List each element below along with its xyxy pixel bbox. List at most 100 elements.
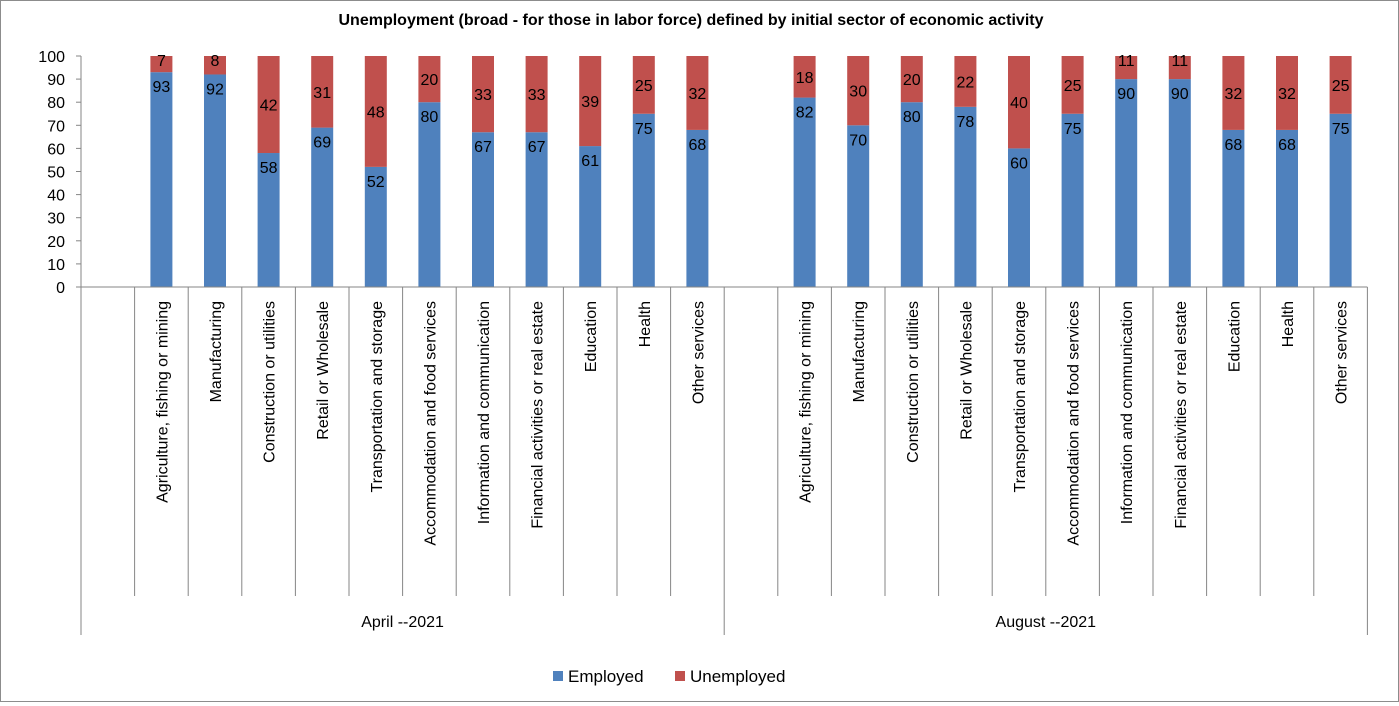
bar-employed bbox=[793, 97, 816, 287]
data-label: 67 bbox=[474, 139, 492, 156]
bar-unemployed bbox=[632, 56, 655, 114]
category-label: Retail or Wholesale bbox=[315, 301, 332, 440]
bar-employed bbox=[1329, 113, 1352, 287]
data-label: 60 bbox=[1010, 155, 1028, 172]
bar-unemployed bbox=[1008, 56, 1030, 149]
bar-unemployed bbox=[1329, 56, 1352, 114]
bar-employed bbox=[1061, 113, 1084, 287]
bar-unemployed bbox=[1115, 56, 1138, 80]
data-label: 30 bbox=[849, 84, 867, 101]
category-label: Agriculture, fishing or mining bbox=[154, 301, 171, 503]
bar-unemployed bbox=[847, 56, 870, 126]
bar-employed bbox=[150, 72, 173, 287]
bar-unemployed bbox=[686, 56, 709, 130]
bar-employed bbox=[1008, 148, 1030, 287]
category-label: Other services bbox=[1334, 301, 1351, 404]
data-label: 7 bbox=[157, 53, 166, 70]
category-label: Financial activities or real estate bbox=[530, 301, 547, 529]
data-label: 40 bbox=[1010, 95, 1028, 112]
bar-employed bbox=[472, 132, 494, 287]
category-label: Construction or utilities bbox=[905, 301, 922, 463]
bar-employed bbox=[364, 166, 387, 287]
bar-unemployed bbox=[793, 56, 816, 98]
bar-unemployed bbox=[204, 56, 226, 75]
data-label: 68 bbox=[1278, 137, 1296, 154]
bar-unemployed bbox=[257, 56, 280, 154]
data-label: 25 bbox=[635, 78, 653, 95]
chart-title: Unemployment (broad - for those in labor… bbox=[339, 12, 1044, 29]
bar-employed bbox=[1168, 79, 1191, 287]
data-label: 78 bbox=[957, 114, 975, 131]
data-label: 93 bbox=[153, 79, 171, 96]
bar-employed bbox=[1276, 129, 1298, 287]
data-label: 32 bbox=[1225, 86, 1243, 103]
y-tick-label: 50 bbox=[47, 165, 65, 182]
data-label: 20 bbox=[903, 72, 921, 89]
legend-swatch-unemployed bbox=[675, 671, 685, 681]
bar-employed bbox=[525, 132, 548, 287]
data-label: 33 bbox=[528, 87, 546, 104]
bar-employed bbox=[311, 127, 334, 287]
bar-employed bbox=[1115, 79, 1138, 287]
data-label: 75 bbox=[635, 121, 653, 138]
data-label: 61 bbox=[581, 153, 599, 170]
category-label: Accommodation and food services bbox=[1066, 301, 1083, 546]
data-label: 75 bbox=[1064, 121, 1082, 138]
bar-employed bbox=[632, 113, 655, 287]
bar-unemployed bbox=[1276, 56, 1298, 130]
data-label: 92 bbox=[206, 81, 224, 98]
y-tick-label: 10 bbox=[47, 257, 65, 274]
y-tick-label: 90 bbox=[47, 72, 65, 89]
category-label: Agriculture, fishing or mining bbox=[798, 301, 815, 503]
data-label: 32 bbox=[1278, 86, 1296, 103]
data-label: 18 bbox=[796, 70, 814, 87]
bar-employed bbox=[900, 102, 923, 287]
legend-label-unemployed: Unemployed bbox=[690, 667, 785, 686]
bar-employed bbox=[579, 146, 602, 287]
category-label: Health bbox=[637, 301, 654, 347]
legend-swatch-employed bbox=[553, 671, 563, 681]
data-label: 90 bbox=[1171, 86, 1189, 103]
bar-unemployed bbox=[1061, 56, 1084, 114]
data-label: 42 bbox=[260, 98, 278, 115]
data-label: 39 bbox=[581, 94, 599, 111]
data-label: 82 bbox=[796, 105, 814, 122]
group-label: April --2021 bbox=[361, 614, 444, 631]
bar-employed bbox=[418, 102, 441, 287]
category-label: Manufacturing bbox=[851, 301, 868, 402]
data-label: 48 bbox=[367, 104, 385, 121]
category-label: Financial activities or real estate bbox=[1173, 301, 1190, 529]
y-tick-label: 60 bbox=[47, 141, 65, 158]
data-label: 11 bbox=[1118, 53, 1135, 70]
category-label: Construction or utilities bbox=[262, 301, 279, 463]
category-label: Transportation and storage bbox=[1012, 301, 1029, 493]
data-label: 32 bbox=[689, 86, 707, 103]
bars: 93 7 92 8 58 42 69 31 52 48 80 20 67 33 67 33 61 39 75 25 68… bbox=[150, 53, 1352, 287]
bar-employed bbox=[1222, 129, 1245, 287]
data-label: 8 bbox=[211, 53, 220, 70]
data-label: 25 bbox=[1332, 78, 1350, 95]
category-label: Manufacturing bbox=[208, 301, 225, 402]
data-label: 90 bbox=[1117, 86, 1135, 103]
data-label: 80 bbox=[903, 109, 921, 126]
data-label: 25 bbox=[1064, 78, 1082, 95]
data-label: 68 bbox=[1225, 137, 1243, 154]
y-tick-label: 70 bbox=[47, 118, 65, 135]
category-label: Information and communication bbox=[476, 301, 493, 524]
bar-employed bbox=[204, 74, 226, 287]
category-label: Education bbox=[1226, 301, 1243, 372]
bar-unemployed bbox=[525, 56, 548, 133]
category-label: Transportation and storage bbox=[369, 301, 386, 493]
y-tick-label: 40 bbox=[47, 188, 65, 205]
bar-employed bbox=[257, 153, 280, 287]
bar-unemployed bbox=[418, 56, 441, 103]
data-label: 58 bbox=[260, 160, 278, 177]
bar-unemployed bbox=[472, 56, 494, 133]
legend: Employed Unemployed bbox=[553, 667, 785, 686]
data-label: 68 bbox=[689, 137, 707, 154]
category-label: Education bbox=[583, 301, 600, 372]
y-tick-label: 30 bbox=[47, 211, 65, 228]
bar-employed bbox=[847, 125, 870, 287]
